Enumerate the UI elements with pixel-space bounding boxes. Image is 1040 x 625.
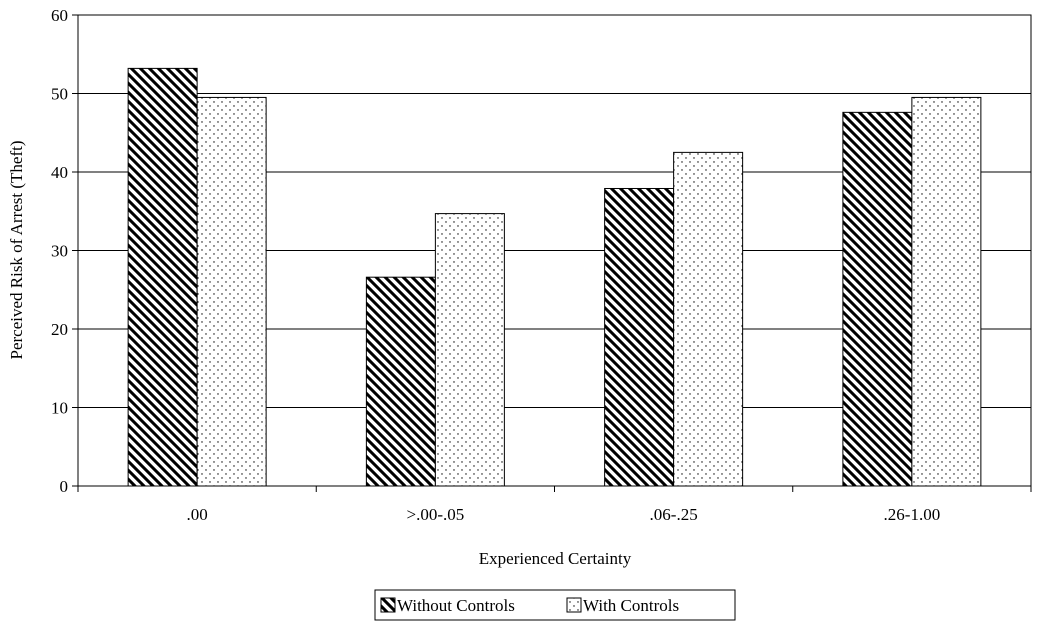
bars	[127, 67, 982, 487]
y-tick-label: 60	[51, 6, 68, 25]
y-tick-label: 40	[51, 163, 68, 182]
x-tick-label: >.00-.05	[407, 505, 465, 524]
bar-without-controls-2	[604, 187, 675, 487]
x-tick-label: .06-.25	[650, 505, 698, 524]
x-tick-label: .00	[187, 505, 208, 524]
legend-frame	[374, 589, 736, 621]
y-tick-label: 50	[51, 85, 68, 104]
x-axis-title: Experienced Certainty	[479, 549, 632, 568]
legend-label-with-controls: With Controls	[583, 596, 679, 615]
bar-with-controls-0	[196, 96, 267, 487]
bar-with-controls-2	[673, 151, 744, 487]
y-tick-label: 0	[60, 477, 69, 496]
y-axis-title: Perceived Risk of Arrest (Theft)	[7, 140, 26, 359]
bar-without-controls-0	[127, 67, 198, 487]
x-tick-label: .26-1.00	[884, 505, 941, 524]
y-tick-label: 20	[51, 320, 68, 339]
legend-swatch-without-controls	[380, 597, 396, 613]
legend-swatch-with-controls	[566, 597, 582, 613]
y-tick-label: 10	[51, 399, 68, 418]
legend: Without Controls With Controls	[374, 589, 736, 621]
bar-without-controls-3	[842, 111, 913, 487]
y-tick-label: 30	[51, 242, 68, 261]
axes: 0 10 20 30 40 50 60 .00 >.00-.05 .06-.25 .26-1.00	[51, 6, 1032, 524]
legend-label-without-controls: Without Controls	[397, 596, 515, 615]
bar-with-controls-1	[434, 213, 505, 487]
bar-with-controls-3	[911, 96, 982, 487]
bar-without-controls-1	[365, 276, 436, 487]
